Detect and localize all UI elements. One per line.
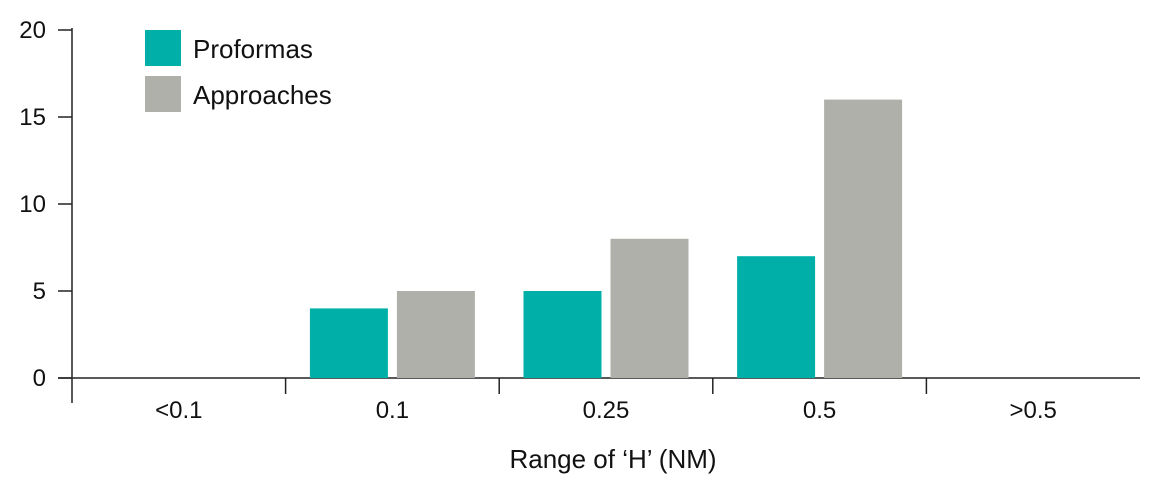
x-category-label: 0.5 xyxy=(803,397,836,424)
y-tick-label: 20 xyxy=(19,17,46,44)
bar-proformas-1 xyxy=(309,308,388,378)
legend-swatch-proformas xyxy=(145,30,181,66)
bar-approaches-3 xyxy=(824,99,903,378)
y-tick-label: 5 xyxy=(33,278,46,305)
x-category-label: 0.25 xyxy=(583,397,630,424)
y-tick-label: 15 xyxy=(19,104,46,131)
x-category-label: >0.5 xyxy=(1010,397,1057,424)
bar-proformas-2 xyxy=(523,291,602,378)
y-tick-label: 10 xyxy=(19,191,46,218)
legend-label-approaches: Approaches xyxy=(193,80,332,110)
axes-group: 0 5 10 15 20 <0.1 0.1 0.25 0.5 >0.5 xyxy=(19,17,1140,424)
legend-label-proformas: Proformas xyxy=(193,34,313,64)
legend: Proformas Approaches xyxy=(145,30,332,112)
y-tick-label: 0 xyxy=(33,365,46,392)
x-category-label: 0.1 xyxy=(376,397,409,424)
x-axis-title: Range of ‘H’ (NM) xyxy=(509,444,716,474)
legend-swatch-approaches xyxy=(145,76,181,112)
x-category-label: <0.1 xyxy=(155,397,202,424)
bars-group xyxy=(309,99,903,378)
bar-approaches-1 xyxy=(396,291,475,378)
bar-approaches-2 xyxy=(610,238,689,378)
bar-proformas-3 xyxy=(737,256,816,378)
